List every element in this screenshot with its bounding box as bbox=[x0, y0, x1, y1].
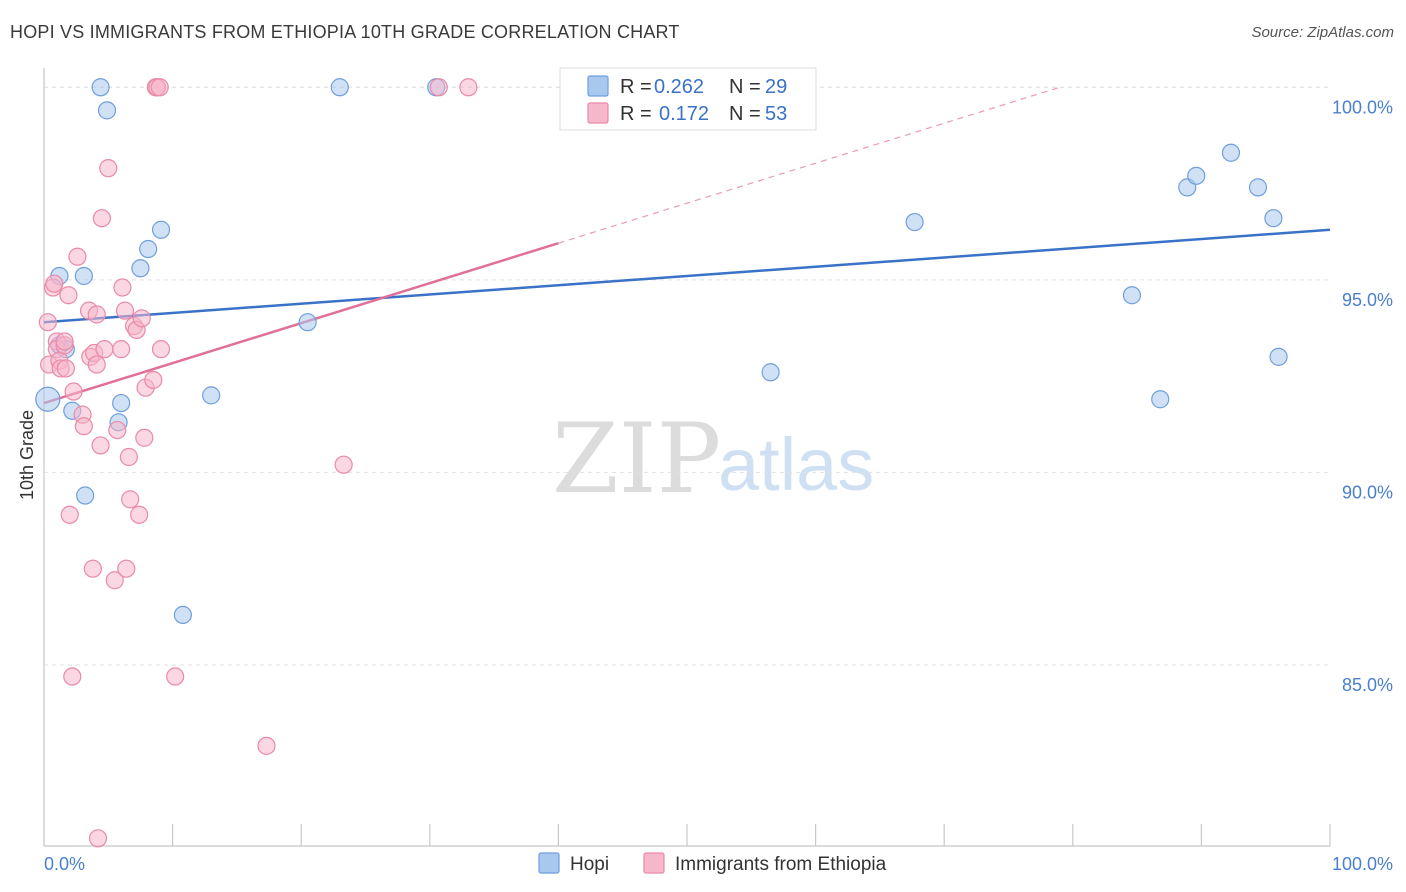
ethiopia-point bbox=[99, 159, 118, 178]
ethiopia-point bbox=[135, 428, 154, 447]
trend-line-0 bbox=[43, 228, 1331, 324]
hopi-point bbox=[1264, 209, 1283, 228]
hopi-point bbox=[1187, 166, 1206, 185]
ethiopia-point bbox=[105, 571, 124, 590]
trend-lines bbox=[43, 86, 1331, 405]
ethiopia-point bbox=[150, 78, 169, 97]
ethiopia-point bbox=[115, 301, 135, 320]
ethiopia-point bbox=[119, 447, 138, 467]
ethiopia-point bbox=[56, 359, 75, 378]
bottom-legend-label-hopi: Hopi bbox=[570, 854, 609, 875]
gridlines bbox=[44, 86, 1330, 666]
y-tick-label-100: 100.0% bbox=[1332, 97, 1393, 117]
hopi-point bbox=[97, 101, 117, 120]
hopi-point bbox=[35, 386, 61, 412]
y-tick-label-85: 85.0% bbox=[1342, 675, 1393, 695]
hopi-point bbox=[91, 78, 110, 97]
hopi-point bbox=[112, 393, 131, 413]
chart-title: HOPI VS IMMIGRANTS FROM ETHIOPIA 10TH GR… bbox=[10, 22, 680, 42]
x-tick-label-min: 0.0% bbox=[44, 854, 85, 874]
ethiopia-point bbox=[60, 505, 79, 524]
legend-n-value-hopi: 29 bbox=[765, 76, 787, 98]
hopi-point bbox=[1269, 347, 1288, 366]
x-axis-ticks bbox=[43, 824, 1331, 846]
ethiopia-point bbox=[108, 420, 127, 440]
hopi-point bbox=[151, 220, 171, 239]
ethiopia-point bbox=[459, 78, 478, 97]
y-axis-label: 10th Grade bbox=[17, 410, 37, 500]
ethiopia-point bbox=[130, 505, 149, 524]
legend-box: R = 0.262 N = 29 R = 0.172 N = 53 bbox=[559, 67, 817, 131]
bottom-legend: Hopi Immigrants from Ethiopia bbox=[538, 852, 887, 875]
ethiopia-point bbox=[151, 340, 171, 359]
legend-r-value-ethiopia: 0.172 bbox=[659, 103, 709, 125]
ethiopia-point bbox=[38, 313, 57, 332]
legend-r-label-hopi: R = bbox=[620, 76, 652, 98]
bottom-legend-swatch-ethiopia bbox=[643, 852, 665, 874]
hopi-point bbox=[76, 486, 95, 505]
legend-r-value-hopi: 0.262 bbox=[654, 76, 704, 98]
ethiopia-point bbox=[64, 382, 83, 401]
hopi-point bbox=[74, 266, 93, 286]
ethiopia-point bbox=[257, 736, 276, 755]
hopi-point bbox=[131, 259, 150, 278]
legend-n-label-ethiopia: N = bbox=[729, 103, 761, 125]
ethiopia-point bbox=[95, 340, 114, 359]
y-tick-label-90: 90.0% bbox=[1342, 482, 1393, 502]
hopi-point bbox=[905, 212, 924, 232]
y-tick-label-95: 95.0% bbox=[1342, 290, 1393, 310]
hopi-point bbox=[330, 78, 349, 97]
ethiopia-point bbox=[112, 340, 131, 359]
legend-swatch-ethiopia bbox=[587, 102, 609, 124]
ethiopia-point bbox=[91, 436, 110, 455]
ethiopia-point bbox=[113, 278, 132, 297]
chart-source: Source: ZipAtlas.com bbox=[1251, 24, 1394, 41]
hopi-point bbox=[761, 363, 780, 382]
bottom-legend-label-ethiopia: Immigrants from Ethiopia bbox=[675, 854, 887, 875]
data-points bbox=[35, 78, 1288, 848]
ethiopia-point bbox=[87, 355, 106, 374]
watermark-atlas: atlas bbox=[718, 423, 874, 506]
bottom-legend-swatch-hopi bbox=[538, 852, 560, 874]
hopi-point bbox=[1151, 390, 1170, 409]
x-tick-label-max: 100.0% bbox=[1332, 854, 1393, 874]
ethiopia-point bbox=[59, 286, 78, 305]
ethiopia-point bbox=[55, 332, 74, 351]
hopi-point bbox=[173, 605, 192, 625]
ethiopia-point bbox=[117, 559, 136, 578]
hopi-point bbox=[1248, 178, 1268, 197]
ethiopia-point bbox=[63, 667, 82, 686]
hopi-point bbox=[139, 239, 158, 259]
ethiopia-point bbox=[121, 490, 140, 509]
watermark-zip: ZIP bbox=[552, 403, 721, 515]
ethiopia-point bbox=[87, 305, 106, 324]
ethiopia-point bbox=[45, 274, 64, 293]
hopi-point bbox=[298, 313, 317, 332]
hopi-point bbox=[1122, 286, 1142, 305]
ethiopia-point bbox=[429, 78, 448, 97]
ethiopia-point bbox=[92, 209, 111, 228]
y-axis-tick-labels: 85.0% 90.0% 95.0% 100.0% bbox=[1332, 97, 1393, 695]
ethiopia-point bbox=[144, 370, 163, 390]
ethiopia-point bbox=[166, 667, 185, 686]
ethiopia-point bbox=[74, 417, 93, 436]
legend-r-label-ethiopia: R = bbox=[620, 103, 652, 125]
ethiopia-point bbox=[88, 829, 108, 848]
ethiopia-point bbox=[132, 309, 151, 328]
hopi-point bbox=[1221, 143, 1241, 162]
ethiopia-point bbox=[334, 455, 353, 474]
hopi-point bbox=[202, 386, 221, 405]
ethiopia-point bbox=[68, 247, 87, 266]
legend-n-label-hopi: N = bbox=[729, 76, 761, 98]
ethiopia-point bbox=[83, 559, 102, 578]
legend-swatch-hopi bbox=[587, 75, 609, 97]
legend-n-value-ethiopia: 53 bbox=[765, 103, 787, 125]
